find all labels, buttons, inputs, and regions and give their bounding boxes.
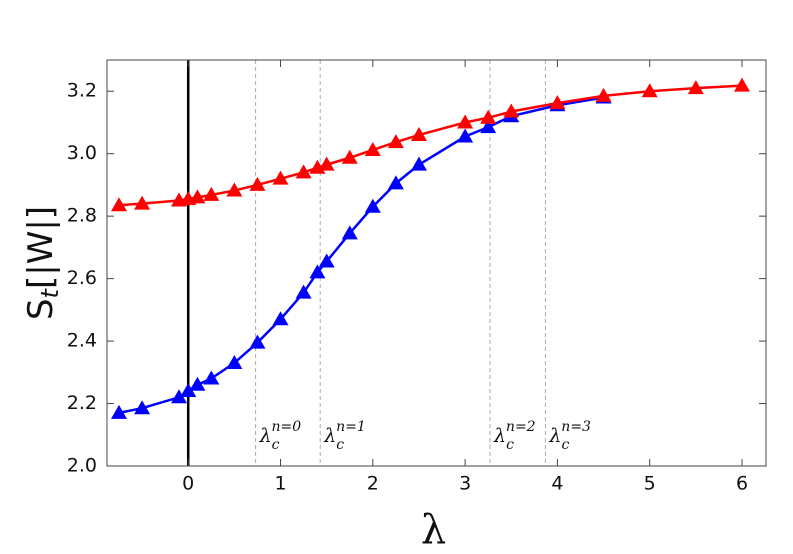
label-base: λ: [259, 425, 272, 447]
x-tick-label: 2: [367, 473, 379, 495]
y-axis-label: St[|W|]: [21, 206, 65, 320]
x-tick-label: 4: [551, 473, 563, 495]
marker: [309, 264, 326, 279]
marker: [595, 87, 612, 102]
critical-label: λc n=3: [548, 419, 591, 453]
marker: [318, 253, 335, 268]
marker: [134, 400, 151, 415]
marker: [480, 109, 497, 124]
marker: [272, 311, 289, 326]
marker: [641, 83, 658, 98]
marker: [341, 225, 358, 240]
marker: [410, 156, 427, 171]
critical-label: λc n=0: [259, 419, 302, 453]
critical-label: λc n=1: [323, 419, 366, 453]
label-sub: c: [272, 437, 280, 453]
marker: [249, 334, 266, 349]
label-sup: n=0: [271, 419, 301, 435]
label-sup: n=3: [561, 419, 591, 435]
marker: [189, 189, 206, 204]
x-tick-label: 1: [274, 473, 286, 495]
marker: [110, 197, 127, 212]
label-base: λ: [493, 425, 506, 447]
x-axis-label: λ: [421, 507, 446, 553]
x-tick-label: 5: [644, 473, 656, 495]
label-sup: n=1: [336, 419, 366, 435]
label-base: λ: [548, 425, 561, 447]
marker: [189, 376, 206, 391]
y-label-sub: t: [36, 287, 64, 298]
marker: [170, 389, 187, 404]
x-tick-label: 6: [736, 473, 748, 495]
label-sub: c: [561, 437, 569, 453]
label-sub: c: [506, 437, 514, 453]
x-tick-label: 0: [182, 473, 194, 495]
marker: [549, 95, 566, 110]
marker: [341, 149, 358, 164]
critical-label: λc n=2: [493, 419, 536, 453]
marker: [226, 354, 243, 369]
marker: [410, 126, 427, 141]
y-tick-label: 2.8: [67, 205, 97, 227]
y-label-base: S: [21, 298, 61, 320]
x-tick-label: 3: [459, 473, 471, 495]
y-tick-label: 2.4: [67, 330, 97, 352]
marker: [295, 284, 312, 299]
marker: [110, 404, 127, 419]
marker: [134, 195, 151, 210]
y-tick-label: 3.0: [67, 142, 97, 164]
marker: [387, 134, 404, 149]
marker: [180, 383, 197, 398]
plot-frame: [106, 59, 767, 467]
marker: [272, 170, 289, 185]
marker: [364, 198, 381, 213]
marker: [457, 128, 474, 143]
marker: [203, 186, 220, 201]
marker: [480, 119, 497, 134]
marker: [203, 370, 220, 385]
y-tick-label: 3.2: [67, 80, 97, 102]
marker: [226, 182, 243, 197]
label-sup: n=2: [506, 419, 536, 435]
marker: [734, 77, 751, 92]
y-label-rest: [|W|]: [21, 206, 61, 289]
marker: [249, 176, 266, 191]
label-sub: c: [336, 437, 344, 453]
series-line: [118, 84, 743, 207]
label-base: λ: [323, 425, 336, 447]
marker: [503, 103, 520, 118]
marker: [295, 164, 312, 179]
y-tick-label: 2.6: [67, 267, 97, 289]
y-tick-label: 2.0: [67, 455, 97, 477]
series-line: [118, 96, 604, 415]
marker: [318, 156, 335, 171]
marker: [387, 175, 404, 190]
marker: [457, 114, 474, 129]
marker: [364, 141, 381, 156]
y-tick-label: 2.2: [67, 392, 97, 414]
marker: [687, 80, 704, 95]
